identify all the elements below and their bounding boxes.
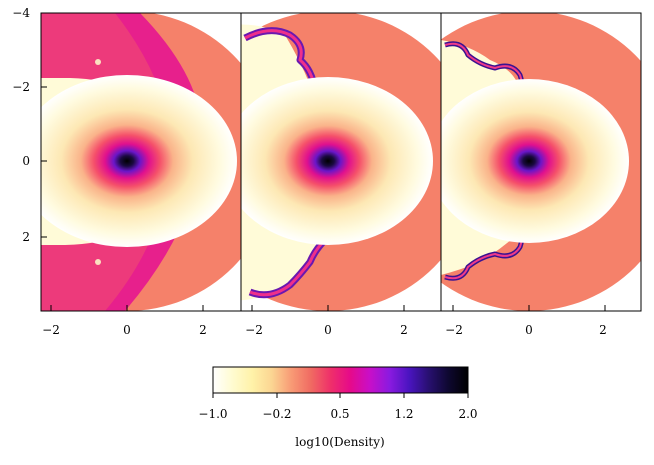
y-tick-label: 2	[22, 230, 30, 244]
x-tick-label: 0	[324, 323, 332, 337]
y-tick-label: 0	[22, 154, 30, 168]
x-tick-label: 0	[525, 323, 533, 337]
clump-dot	[95, 59, 101, 65]
x-tick-label: 0	[123, 323, 131, 337]
x-tick-label: −2	[42, 323, 60, 337]
x-axis-panel-3: −2 0 2	[445, 305, 607, 337]
colorbar-tick-label: −0.2	[262, 407, 291, 421]
colorbar: −1.0 −0.2 0.5 1.2 2.0 log10(Density)	[198, 366, 478, 449]
x-axis-panel-1: −2 0 2	[42, 305, 207, 337]
density-core	[41, 75, 237, 247]
colorbar-tick-label: 2.0	[458, 407, 477, 421]
density-core	[241, 77, 433, 245]
colorbar-tick-label: −1.0	[198, 407, 227, 421]
x-axis-panel-2: −2 0 2	[245, 305, 408, 337]
density-core	[441, 79, 629, 243]
x-tick-label: 2	[199, 323, 207, 337]
clump-dot	[95, 259, 101, 265]
y-tick-label: −2	[12, 80, 30, 94]
x-tick-label: 2	[599, 323, 607, 337]
panel-3-frame	[440, 12, 642, 312]
panel-1	[41, 13, 241, 311]
y-axis: −4 −2 0 2	[12, 6, 47, 244]
x-tick-label: −2	[245, 323, 263, 337]
panel-2	[241, 13, 441, 311]
x-tick-label: 2	[400, 323, 408, 337]
x-tick-label: −2	[445, 323, 463, 337]
y-tick-label: −4	[12, 6, 30, 20]
colorbar-tick-label: 1.2	[394, 407, 413, 421]
colorbar-gradient	[212, 366, 469, 394]
colorbar-label: log10(Density)	[295, 435, 384, 449]
colorbar-tick-label: 0.5	[330, 407, 349, 421]
panel-3	[441, 13, 641, 311]
